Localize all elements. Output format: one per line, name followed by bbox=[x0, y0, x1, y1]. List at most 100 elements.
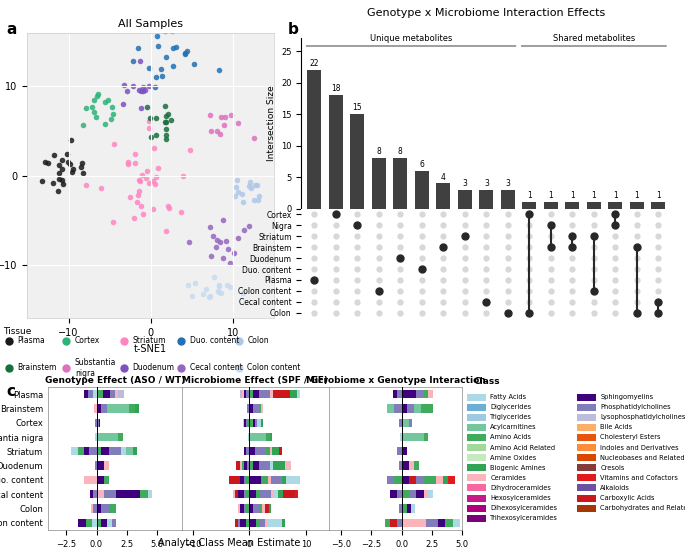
Bar bbox=[350, 114, 364, 209]
Bar bbox=[97, 475, 104, 484]
Bar bbox=[88, 390, 93, 399]
Bar bbox=[258, 390, 270, 399]
Bar bbox=[112, 518, 116, 527]
Point bbox=[151, 32, 162, 41]
Bar bbox=[244, 504, 246, 513]
Point bbox=[162, 201, 173, 210]
Text: Striatum: Striatum bbox=[132, 337, 166, 345]
Bar bbox=[295, 490, 298, 498]
Point bbox=[129, 150, 140, 159]
Point bbox=[56, 165, 67, 173]
Bar bbox=[84, 390, 88, 399]
Point bbox=[138, 86, 149, 95]
Point bbox=[42, 158, 53, 167]
Text: 8: 8 bbox=[398, 147, 403, 156]
Point bbox=[123, 160, 134, 169]
Point bbox=[164, 203, 175, 212]
Text: Biogenic Amines: Biogenic Amines bbox=[490, 465, 546, 470]
Bar bbox=[89, 447, 97, 456]
Bar bbox=[244, 418, 245, 427]
Bar bbox=[279, 447, 282, 456]
Point bbox=[151, 130, 162, 139]
Text: Shared metabolites: Shared metabolites bbox=[553, 35, 635, 43]
Bar bbox=[275, 490, 278, 498]
Point bbox=[177, 172, 188, 181]
Point bbox=[49, 150, 60, 159]
Point bbox=[88, 108, 99, 117]
FancyBboxPatch shape bbox=[577, 454, 596, 461]
Bar bbox=[95, 433, 97, 441]
Bar bbox=[256, 518, 260, 527]
Bar bbox=[266, 433, 270, 441]
Bar bbox=[242, 390, 244, 399]
Point bbox=[183, 280, 194, 289]
Bar bbox=[91, 504, 93, 513]
Point bbox=[219, 120, 229, 129]
Text: Trihexosylceramides: Trihexosylceramides bbox=[490, 516, 558, 521]
Text: Amino Acids: Amino Acids bbox=[490, 434, 532, 440]
Bar bbox=[273, 390, 290, 399]
Point bbox=[160, 26, 171, 35]
Bar bbox=[523, 203, 536, 209]
Point bbox=[140, 174, 151, 183]
Bar bbox=[253, 390, 258, 399]
Text: Cholesteryl Esters: Cholesteryl Esters bbox=[600, 434, 661, 440]
Point bbox=[107, 103, 118, 111]
Point bbox=[99, 120, 110, 128]
Bar bbox=[247, 418, 249, 427]
Bar bbox=[249, 518, 256, 527]
Bar bbox=[236, 461, 240, 470]
Bar bbox=[94, 404, 97, 413]
Bar bbox=[101, 447, 109, 456]
Bar bbox=[78, 518, 86, 527]
Point bbox=[148, 177, 159, 186]
Bar bbox=[436, 183, 450, 209]
Point bbox=[249, 195, 260, 204]
Text: Carboxylic Acids: Carboxylic Acids bbox=[600, 495, 655, 501]
FancyBboxPatch shape bbox=[466, 414, 486, 421]
Bar bbox=[95, 418, 97, 427]
Bar bbox=[651, 203, 665, 209]
Text: 3: 3 bbox=[506, 179, 510, 188]
Bar bbox=[401, 461, 409, 470]
Point bbox=[206, 251, 216, 260]
Bar bbox=[101, 404, 108, 413]
FancyBboxPatch shape bbox=[466, 394, 486, 401]
Bar bbox=[244, 390, 246, 399]
Bar bbox=[97, 518, 101, 527]
Point bbox=[134, 176, 145, 184]
Title: Microbiome Effect (SPF / GF): Microbiome Effect (SPF / GF) bbox=[182, 376, 328, 385]
Bar bbox=[109, 504, 116, 513]
Bar bbox=[397, 390, 401, 399]
Point bbox=[198, 290, 209, 299]
Bar bbox=[428, 490, 433, 498]
Bar bbox=[133, 447, 136, 456]
Bar bbox=[412, 504, 415, 513]
Point bbox=[108, 139, 119, 148]
Bar bbox=[395, 475, 401, 484]
Point bbox=[125, 193, 136, 201]
Point bbox=[212, 236, 223, 245]
Bar bbox=[399, 418, 401, 427]
Bar bbox=[409, 475, 416, 484]
Bar bbox=[416, 490, 423, 498]
Text: 1: 1 bbox=[592, 192, 596, 200]
Bar bbox=[401, 504, 406, 513]
Point bbox=[180, 48, 191, 57]
Text: 1: 1 bbox=[656, 192, 661, 200]
Bar bbox=[249, 475, 261, 484]
Bar bbox=[249, 433, 266, 441]
Text: 6: 6 bbox=[419, 160, 424, 169]
Bar bbox=[104, 461, 109, 470]
Bar bbox=[229, 475, 240, 484]
Bar bbox=[401, 418, 409, 427]
Bar bbox=[253, 461, 258, 470]
Bar bbox=[270, 447, 272, 456]
Point bbox=[205, 223, 216, 232]
Point bbox=[249, 181, 260, 189]
Point bbox=[160, 131, 171, 140]
Text: Hexosylceramides: Hexosylceramides bbox=[490, 495, 551, 501]
Point bbox=[213, 281, 224, 289]
Point bbox=[143, 124, 154, 132]
Point bbox=[151, 72, 162, 81]
